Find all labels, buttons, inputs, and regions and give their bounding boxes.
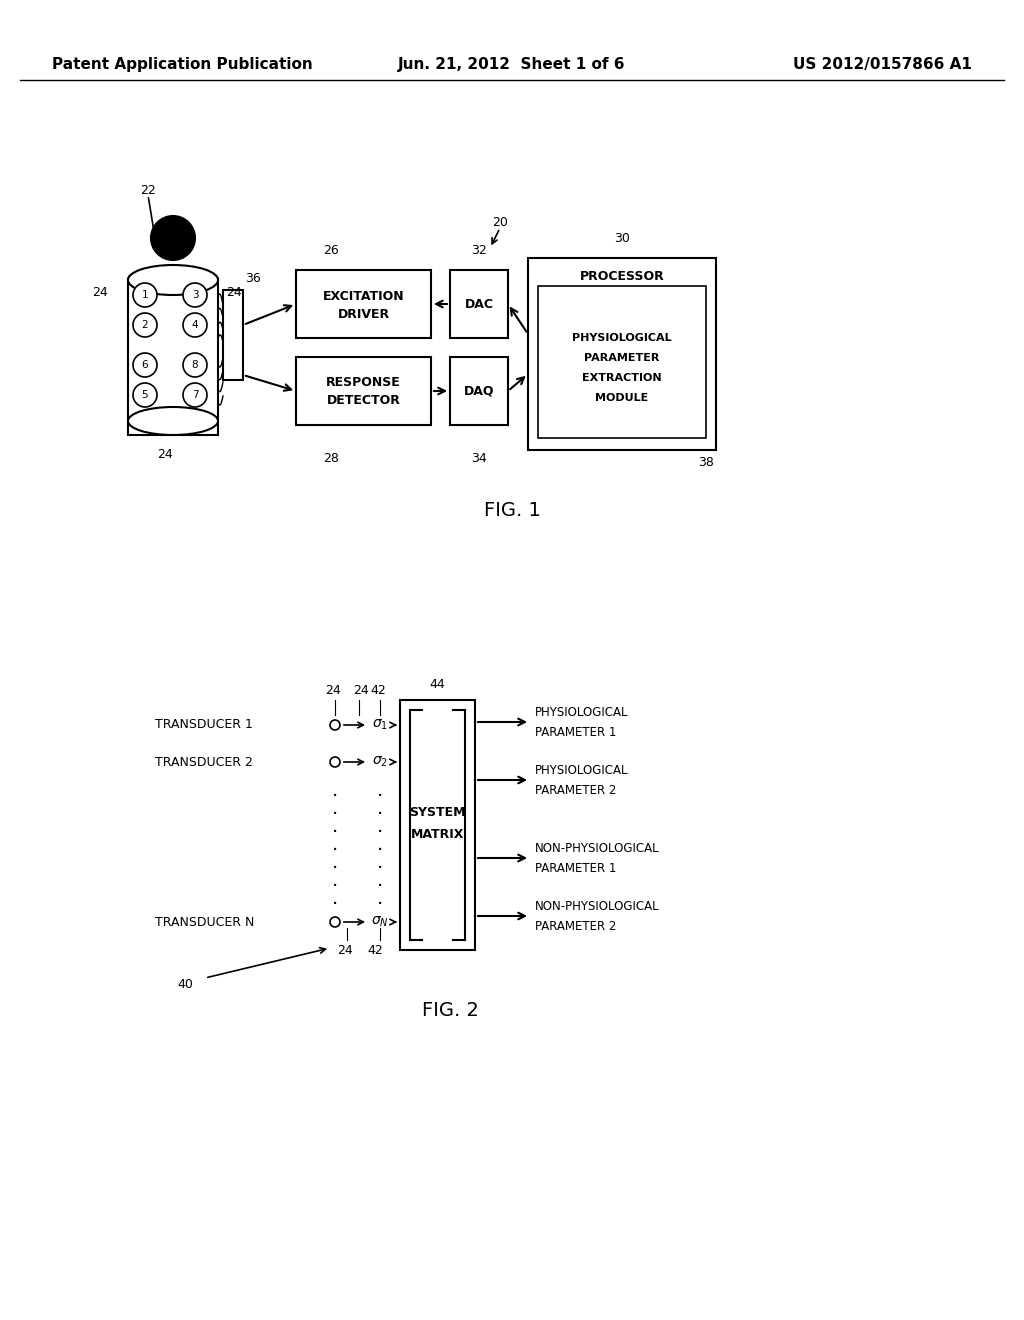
Circle shape (183, 352, 207, 378)
Text: .: . (377, 836, 383, 854)
Text: .: . (332, 888, 338, 908)
Circle shape (151, 216, 195, 260)
Text: $\sigma_N$: $\sigma_N$ (371, 915, 389, 929)
Text: 1: 1 (141, 290, 148, 300)
Circle shape (183, 282, 207, 308)
Text: DAQ: DAQ (464, 384, 495, 397)
Text: .: . (332, 871, 338, 890)
Text: PARAMETER: PARAMETER (585, 352, 659, 363)
Text: TRANSDUCER N: TRANSDUCER N (155, 916, 254, 928)
Text: .: . (377, 799, 383, 818)
Text: 42: 42 (368, 944, 383, 957)
Text: 34: 34 (471, 451, 486, 465)
Bar (296, 271, 431, 338)
Text: .: . (332, 853, 338, 873)
Bar (223, 290, 243, 380)
Circle shape (133, 313, 157, 337)
Text: .: . (377, 781, 383, 800)
Text: EXCITATION: EXCITATION (323, 289, 404, 302)
Text: DAC: DAC (465, 297, 494, 310)
Text: US 2012/0157866 A1: US 2012/0157866 A1 (794, 58, 972, 73)
Circle shape (183, 383, 207, 407)
Text: 24: 24 (157, 449, 173, 462)
Text: 24: 24 (326, 684, 341, 697)
Bar (528, 257, 716, 450)
Text: EXTRACTION: EXTRACTION (583, 374, 662, 383)
Text: 5: 5 (141, 389, 148, 400)
Text: 40: 40 (177, 978, 193, 991)
Text: PARAMETER 1: PARAMETER 1 (535, 726, 616, 738)
Text: 22: 22 (140, 183, 156, 197)
Text: 32: 32 (471, 243, 486, 256)
Text: 24: 24 (92, 285, 108, 298)
Text: MATRIX: MATRIX (411, 829, 464, 842)
Text: TRANSDUCER 1: TRANSDUCER 1 (155, 718, 253, 731)
Text: 24: 24 (226, 285, 242, 298)
Ellipse shape (128, 407, 218, 436)
Text: .: . (332, 817, 338, 836)
Bar (128, 280, 218, 436)
Circle shape (330, 719, 340, 730)
Ellipse shape (128, 267, 218, 294)
Circle shape (330, 756, 340, 767)
Text: FIG. 2: FIG. 2 (422, 1001, 478, 1019)
Text: 6: 6 (141, 360, 148, 370)
Text: TRANSDUCER 2: TRANSDUCER 2 (155, 755, 253, 768)
Text: Patent Application Publication: Patent Application Publication (52, 58, 312, 73)
Text: 20: 20 (493, 215, 508, 228)
Text: PHYSIOLOGICAL: PHYSIOLOGICAL (572, 333, 672, 343)
Circle shape (133, 352, 157, 378)
Bar (296, 356, 431, 425)
Text: 28: 28 (323, 451, 339, 465)
Circle shape (133, 282, 157, 308)
Text: 36: 36 (245, 272, 261, 285)
Text: .: . (377, 871, 383, 890)
Text: 24: 24 (353, 684, 369, 697)
Text: PARAMETER 2: PARAMETER 2 (535, 784, 616, 796)
Text: 26: 26 (324, 243, 339, 256)
Text: 44: 44 (430, 678, 445, 692)
Text: 38: 38 (698, 455, 714, 469)
Text: .: . (332, 799, 338, 818)
Circle shape (330, 917, 340, 927)
Circle shape (133, 383, 157, 407)
Text: PHYSIOLOGICAL: PHYSIOLOGICAL (535, 706, 629, 719)
Text: MODULE: MODULE (595, 393, 648, 403)
Text: DETECTOR: DETECTOR (327, 395, 400, 408)
Ellipse shape (128, 265, 218, 294)
Circle shape (183, 313, 207, 337)
Text: PROCESSOR: PROCESSOR (580, 269, 665, 282)
Text: .: . (377, 817, 383, 836)
Text: Jun. 21, 2012  Sheet 1 of 6: Jun. 21, 2012 Sheet 1 of 6 (398, 58, 626, 73)
Text: $\sigma_1$: $\sigma_1$ (372, 718, 388, 733)
Text: 3: 3 (191, 290, 199, 300)
Bar (538, 286, 706, 438)
Text: $\sigma_2$: $\sigma_2$ (372, 755, 388, 770)
Text: 30: 30 (614, 231, 630, 244)
Text: NON-PHYSIOLOGICAL: NON-PHYSIOLOGICAL (535, 900, 659, 913)
Text: FIG. 1: FIG. 1 (483, 500, 541, 520)
Text: DRIVER: DRIVER (338, 308, 389, 321)
Text: RESPONSE: RESPONSE (326, 376, 400, 389)
Bar (450, 271, 508, 338)
Text: 4: 4 (191, 319, 199, 330)
Text: NON-PHYSIOLOGICAL: NON-PHYSIOLOGICAL (535, 842, 659, 855)
Text: PARAMETER 2: PARAMETER 2 (535, 920, 616, 932)
Text: .: . (377, 853, 383, 873)
Bar (400, 700, 475, 950)
Text: SYSTEM: SYSTEM (410, 807, 466, 820)
Text: PHYSIOLOGICAL: PHYSIOLOGICAL (535, 764, 629, 777)
Text: 24: 24 (337, 944, 353, 957)
Text: 42: 42 (370, 684, 386, 697)
Text: .: . (377, 888, 383, 908)
Text: 8: 8 (191, 360, 199, 370)
Text: 7: 7 (191, 389, 199, 400)
Text: .: . (332, 781, 338, 800)
Bar (450, 356, 508, 425)
Text: .: . (332, 836, 338, 854)
Text: 2: 2 (141, 319, 148, 330)
Text: PARAMETER 1: PARAMETER 1 (535, 862, 616, 874)
